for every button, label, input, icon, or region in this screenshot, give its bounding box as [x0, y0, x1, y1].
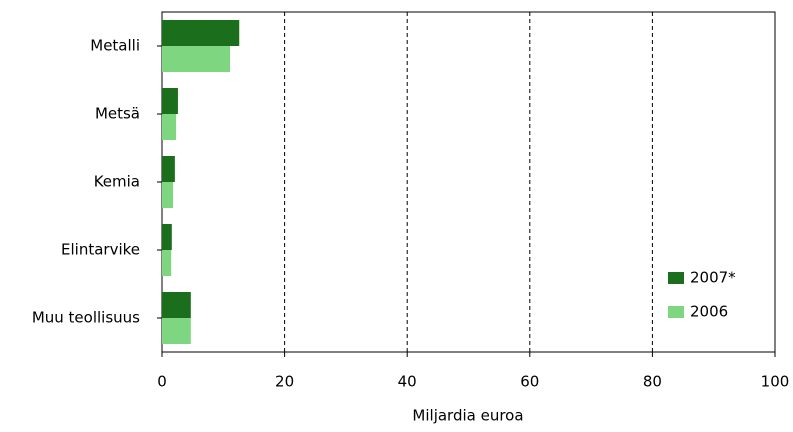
bar	[162, 318, 191, 344]
x-tick-label: 0	[157, 373, 167, 391]
legend-swatch	[668, 306, 684, 318]
legend-label: 2007*	[690, 269, 736, 287]
y-tick-label: Kemia	[94, 173, 140, 191]
legend-swatch	[668, 272, 684, 284]
x-tick-label: 80	[643, 373, 662, 391]
legend-label: 2006	[690, 303, 728, 321]
bar	[162, 182, 174, 208]
y-tick-label: Metsä	[95, 105, 140, 123]
bar	[162, 224, 172, 250]
bar	[162, 156, 175, 182]
y-tick-label: Elintarvike	[61, 241, 140, 259]
bar	[162, 20, 240, 46]
y-tick-label: Metalli	[90, 37, 140, 55]
x-axis-label: Miljardia euroa	[412, 407, 523, 425]
y-tick-label: Muu teollisuus	[32, 309, 140, 327]
x-tick-label: 40	[398, 373, 417, 391]
bar	[162, 292, 191, 318]
x-tick-label: 20	[275, 373, 294, 391]
x-tick-label: 100	[761, 373, 790, 391]
bar	[162, 114, 177, 140]
plot-frame	[161, 11, 776, 353]
bar	[162, 46, 231, 72]
bar	[162, 250, 172, 276]
bar	[162, 88, 178, 114]
x-tick-label: 60	[520, 373, 539, 391]
